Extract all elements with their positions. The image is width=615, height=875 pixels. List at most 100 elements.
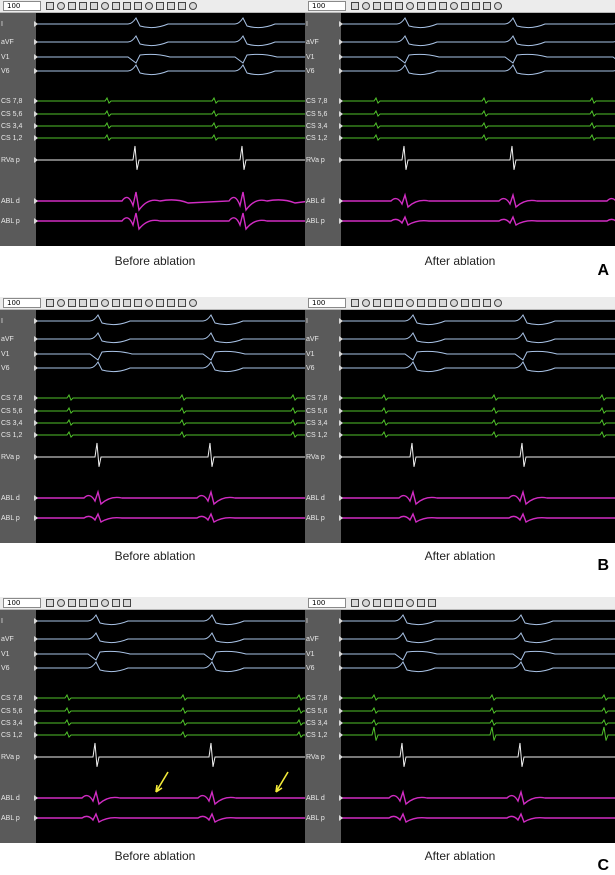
toolbar-tool-icon[interactable] — [178, 299, 186, 307]
toolbar-tool-icon[interactable] — [189, 2, 197, 10]
toolbar-tool-icon[interactable] — [417, 299, 425, 307]
toolbar-tool-icon[interactable] — [494, 2, 502, 10]
channel-marker-icon — [339, 135, 343, 141]
toolbar-tool-icon[interactable] — [123, 2, 131, 10]
toolbar-tool-icon[interactable] — [384, 2, 392, 10]
toolbar-tool-icon[interactable] — [134, 299, 142, 307]
toolbar-tool-icon[interactable] — [68, 599, 76, 607]
toolbar-tool-icon[interactable] — [362, 299, 370, 307]
toolbar-tool-icon[interactable] — [494, 299, 502, 307]
toolbar-tool-icon[interactable] — [90, 299, 98, 307]
toolbar-tool-icon[interactable] — [417, 599, 425, 607]
toolbar-tool-icon[interactable] — [450, 299, 458, 307]
zoom-select[interactable]: 100 — [308, 598, 346, 608]
toolbar-tool-icon[interactable] — [461, 2, 469, 10]
zoom-select[interactable]: 100 — [308, 1, 346, 11]
toolbar-tool-icon[interactable] — [167, 2, 175, 10]
caption-a-after: After ablation — [424, 254, 496, 268]
toolbar-tool-icon[interactable] — [439, 299, 447, 307]
toolbar-tool-icon[interactable] — [156, 2, 164, 10]
toolbar-tool-icon[interactable] — [112, 599, 120, 607]
toolbar-tool-icon[interactable] — [395, 299, 403, 307]
toolbar-tool-icon[interactable] — [417, 2, 425, 10]
toolbar-tool-icon[interactable] — [373, 599, 381, 607]
zoom-select[interactable]: 100 — [3, 1, 41, 11]
channel-label: CS 3,4 — [306, 720, 328, 727]
abl-distal-trace — [36, 191, 310, 212]
channel-marker-icon — [34, 754, 38, 760]
toolbar-tool-icon[interactable] — [351, 599, 359, 607]
toolbar-tool-icon[interactable] — [362, 2, 370, 10]
toolbar-tool-icon[interactable] — [384, 599, 392, 607]
abl-proximal-trace — [341, 812, 615, 824]
toolbar-tool-icon[interactable] — [46, 2, 54, 10]
channel-label: CS 1,2 — [306, 432, 328, 439]
toolbar-tool-icon[interactable] — [123, 599, 131, 607]
toolbar-tool-icon[interactable] — [90, 2, 98, 10]
toolbar-tool-icon[interactable] — [483, 2, 491, 10]
toolbar-tool-icon[interactable] — [68, 299, 76, 307]
toolbar-tool-icon[interactable] — [112, 299, 120, 307]
toolbar-tool-icon[interactable] — [112, 2, 120, 10]
surface-ecg-trace — [36, 35, 310, 47]
toolbar-tool-icon[interactable] — [46, 599, 54, 607]
channel-label-gutter — [305, 610, 341, 843]
toolbar-tool-icon[interactable] — [351, 299, 359, 307]
toolbar-tool-icon[interactable] — [395, 599, 403, 607]
toolbar-tool-icon[interactable] — [145, 2, 153, 10]
toolbar-tool-icon[interactable] — [57, 2, 65, 10]
channel-marker-icon — [339, 515, 343, 521]
toolbar-tool-icon[interactable] — [472, 299, 480, 307]
toolbar-tool-icon[interactable] — [79, 599, 87, 607]
channel-marker-icon — [339, 618, 343, 624]
surface-ecg-trace — [36, 314, 310, 326]
zoom-select[interactable]: 100 — [3, 298, 41, 308]
toolbar-tool-icon[interactable] — [351, 2, 359, 10]
channel-label: V6 — [1, 68, 10, 75]
toolbar-tool-icon[interactable] — [472, 2, 480, 10]
toolbar-tool-icon[interactable] — [101, 599, 109, 607]
toolbar-tool-icon[interactable] — [395, 2, 403, 10]
channel-marker-icon — [34, 795, 38, 801]
toolbar-tool-icon[interactable] — [68, 2, 76, 10]
toolbar-tool-icon[interactable] — [123, 299, 131, 307]
toolbar-tool-icon[interactable] — [178, 2, 186, 10]
channel-marker-icon — [34, 318, 38, 324]
toolbar-tool-icon[interactable] — [156, 299, 164, 307]
channel-marker-icon — [339, 815, 343, 821]
toolbar-tool-icon[interactable] — [439, 2, 447, 10]
toolbar-tool-icon[interactable] — [167, 299, 175, 307]
toolbar-tool-icon[interactable] — [406, 599, 414, 607]
toolbar-tool-icon[interactable] — [79, 299, 87, 307]
toolbar-tool-icon[interactable] — [373, 299, 381, 307]
toolbar-tool-icon[interactable] — [461, 299, 469, 307]
channel-marker-icon — [339, 365, 343, 371]
toolbar-tool-icon[interactable] — [57, 599, 65, 607]
channel-label: CS 1,2 — [1, 432, 23, 439]
toolbar-tool-icon[interactable] — [79, 2, 87, 10]
zoom-select[interactable]: 100 — [308, 298, 346, 308]
toolbar-tool-icon[interactable] — [406, 299, 414, 307]
toolbar-tool-icon[interactable] — [450, 2, 458, 10]
toolbar-tool-icon[interactable] — [101, 2, 109, 10]
toolbar-tool-icon[interactable] — [373, 2, 381, 10]
toolbar-tool-icon[interactable] — [428, 599, 436, 607]
surface-ecg-trace — [341, 614, 615, 626]
toolbar-tool-icon[interactable] — [362, 599, 370, 607]
toolbar-tool-icon[interactable] — [101, 299, 109, 307]
toolbar-tool-icon[interactable] — [428, 299, 436, 307]
toolbar-tool-icon[interactable] — [384, 299, 392, 307]
toolbar-tool-icon[interactable] — [189, 299, 197, 307]
toolbar-tool-icon[interactable] — [428, 2, 436, 10]
toolbar-tool-icon[interactable] — [46, 299, 54, 307]
toolbar-tool-icon[interactable] — [483, 299, 491, 307]
channel-label: CS 5,6 — [1, 408, 23, 415]
toolbar-tool-icon[interactable] — [406, 2, 414, 10]
toolbar-tool-icon[interactable] — [90, 599, 98, 607]
toolbar-tool-icon[interactable] — [145, 299, 153, 307]
toolbar-tool-icon[interactable] — [134, 2, 142, 10]
toolbar-tool-icon[interactable] — [57, 299, 65, 307]
zoom-select[interactable]: 100 — [3, 598, 41, 608]
abl-distal-trace — [341, 489, 615, 506]
